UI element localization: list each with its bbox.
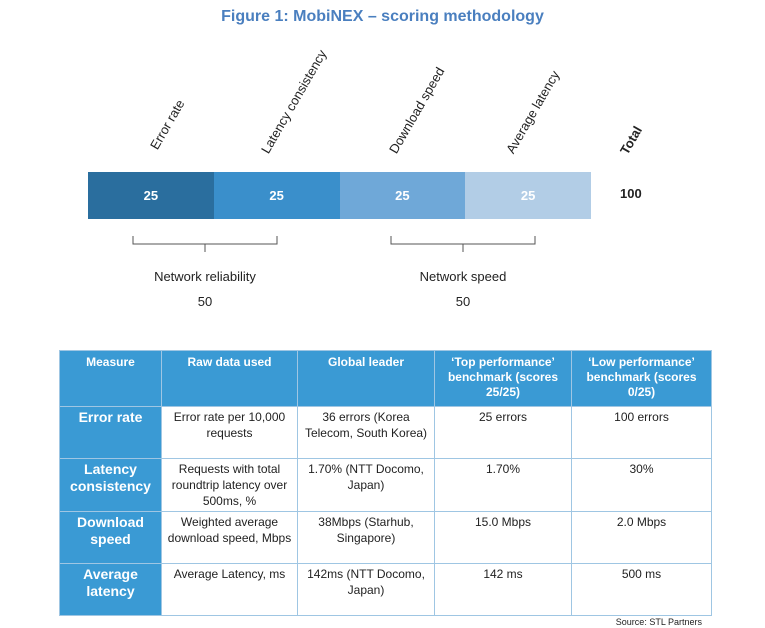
column-header: ‘Top performance’ benchmark (scores 25/2…: [434, 350, 572, 407]
cell-global-leader: 36 errors (Korea Telecom, South Korea): [297, 406, 435, 459]
table-row: Average latency Average Latency, ms 142m…: [59, 563, 712, 616]
table-row: Latency consistency Requests with total …: [59, 458, 712, 512]
bracket-network-reliability: [132, 236, 278, 252]
cell-raw-data: Average Latency, ms: [161, 563, 298, 616]
cell-raw-data: Requests with total roundtrip latency ov…: [161, 458, 298, 512]
segment-value: 25: [395, 188, 410, 203]
cell-global-leader: 1.70% (NTT Docomo, Japan): [297, 458, 435, 512]
cell-top-benchmark: 1.70%: [434, 458, 572, 512]
cell-low-benchmark: 2.0 Mbps: [571, 511, 712, 564]
table-row: Error rate Error rate per 10,000 request…: [59, 406, 712, 459]
group-brackets: [132, 236, 536, 252]
figure-title: Figure 1: MobiNEX – scoring methodology: [221, 8, 544, 25]
table-header-row: Measure Raw data used Global leader ‘Top…: [59, 350, 712, 407]
row-measure: Average latency: [59, 563, 162, 616]
cell-low-benchmark: 30%: [571, 458, 712, 512]
group-label-network-speed: Network speed: [419, 269, 507, 284]
cell-raw-data: Error rate per 10,000 requests: [161, 406, 298, 459]
column-header: Measure: [59, 350, 162, 407]
bar-segment-latency-consistency: 25: [213, 172, 340, 219]
segment-value: 25: [143, 188, 159, 203]
column-header: Raw data used: [161, 350, 298, 407]
row-measure: Latency consistency: [59, 458, 162, 512]
column-header: Global leader: [297, 350, 435, 407]
column-header: ‘Low performance’ benchmark (scores 0/25…: [571, 350, 712, 407]
bar-segment-average-latency: 25: [465, 172, 591, 219]
cell-global-leader: 38Mbps (Starhub, Singapore): [297, 511, 435, 564]
bar-segment-error-rate: 25: [88, 172, 214, 219]
row-measure: Error rate: [59, 406, 162, 459]
segment-value: 25: [520, 188, 536, 203]
cell-top-benchmark: 142 ms: [434, 563, 572, 616]
cell-global-leader: 142ms (NTT Docomo, Japan): [297, 563, 435, 616]
cell-top-benchmark: 15.0 Mbps: [434, 511, 572, 564]
cell-low-benchmark: 500 ms: [571, 563, 712, 616]
source-note: Source: STL Partners: [615, 617, 702, 627]
bracket-network-speed: [390, 236, 536, 252]
segment-value: 25: [269, 188, 284, 203]
cell-raw-data: Weighted average download speed, Mbps: [161, 511, 298, 564]
row-measure: Download speed: [59, 511, 162, 564]
methodology-table: Measure Raw data used Global leader ‘Top…: [59, 350, 712, 616]
group-value-network-reliability: 50: [197, 294, 213, 309]
group-label-network-reliability: Network reliability: [154, 269, 256, 284]
total-value: 100: [620, 186, 642, 201]
group-value-network-speed: 50: [455, 294, 471, 309]
bar-segment-download-speed: 25: [339, 172, 466, 219]
cell-top-benchmark: 25 errors: [434, 406, 572, 459]
table-row: Download speed Weighted average download…: [59, 511, 712, 564]
cell-low-benchmark: 100 errors: [571, 406, 712, 459]
